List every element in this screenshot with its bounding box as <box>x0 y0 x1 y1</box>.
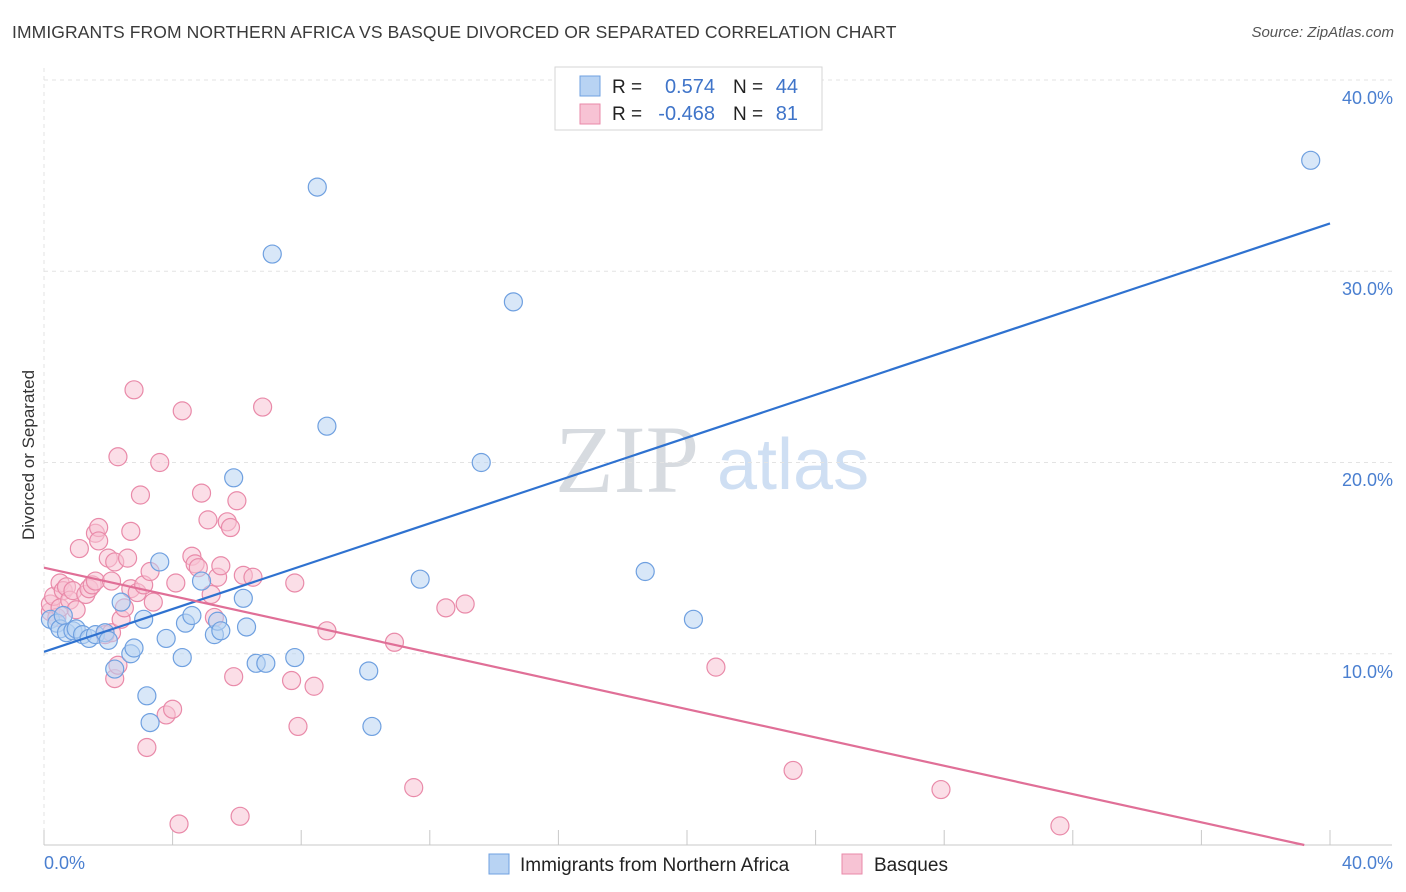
northern-africa-point <box>172 647 192 668</box>
basques-point <box>436 598 456 618</box>
northern-africa-point <box>224 468 244 488</box>
x-tick-label-0: 0.0% <box>44 853 85 873</box>
legend-r-label-blue: R = <box>612 77 642 98</box>
bottom-legend-label-pink: Basques <box>874 855 948 876</box>
legend-r-value-blue: 0.574 <box>665 76 715 98</box>
bottom-legend-swatch-blue <box>488 853 510 875</box>
y-axis-label: Divorced or Separated <box>19 370 38 540</box>
basques-point <box>130 485 151 505</box>
northern-africa-point <box>635 561 655 582</box>
northern-africa-point <box>307 177 327 197</box>
grid-lines <box>43 68 1392 845</box>
northern-africa-point <box>503 292 523 312</box>
basques-point <box>121 521 141 541</box>
bottom-legend-swatch-pink <box>841 853 863 875</box>
basques-point <box>169 814 189 834</box>
legend-n-value-blue: 44 <box>776 76 798 98</box>
northern-africa-point <box>182 605 202 626</box>
northern-africa-point <box>236 617 257 637</box>
basques-point <box>285 573 305 593</box>
watermark-zip: ZIP <box>555 406 699 513</box>
northern-africa-point <box>1301 150 1321 170</box>
bottom-legend: Immigrants from Northern Africa Basques <box>488 853 948 876</box>
y-tick-label-20: 20.0% <box>1342 470 1393 490</box>
basques-point <box>143 592 163 612</box>
basques-point <box>783 760 803 781</box>
basques-point <box>227 491 247 511</box>
basques-point <box>117 548 138 568</box>
northern-africa-point <box>53 605 73 626</box>
northern-africa-point <box>285 647 305 668</box>
basques-point <box>230 806 250 826</box>
legend-swatch-pink <box>579 103 601 125</box>
northern-africa-point <box>140 712 160 733</box>
northern-africa-point <box>137 686 157 706</box>
basques-point <box>198 510 218 530</box>
basques-point <box>224 667 244 687</box>
basques-point <box>166 573 186 593</box>
legend-n-label-pink: N = <box>733 104 763 125</box>
basques-point <box>220 517 241 538</box>
x-axis-ticks <box>43 830 1331 845</box>
basques-point <box>404 778 424 798</box>
basques-point <box>108 447 128 467</box>
basques-point <box>384 632 405 652</box>
watermark-atlas: atlas <box>717 425 869 505</box>
chart-title: IMMIGRANTS FROM NORTHERN AFRICA VS BASQU… <box>12 22 897 42</box>
basques-point <box>89 531 109 551</box>
y-tick-label-40: 40.0% <box>1342 88 1393 108</box>
legend-r-label-pink: R = <box>612 104 642 125</box>
legend-n-label-blue: N = <box>733 77 763 98</box>
northern-africa-point <box>211 621 231 641</box>
trend-lines <box>43 222 1331 847</box>
northern-africa-trend-line <box>43 222 1331 653</box>
bottom-legend-label-blue: Immigrants from Northern Africa <box>520 855 790 876</box>
northern-africa-point <box>98 630 118 650</box>
basques-point <box>455 594 475 614</box>
basques-point <box>304 676 324 696</box>
y-tick-label-10: 10.0% <box>1342 662 1393 682</box>
northern-africa-points <box>40 150 1321 737</box>
northern-africa-point <box>359 661 379 681</box>
northern-africa-point <box>262 244 282 264</box>
basques-point <box>124 380 144 400</box>
northern-africa-point <box>471 452 491 473</box>
top-legend: R = 0.574 N = 44 R = -0.468 N = 81 <box>554 66 823 131</box>
basques-point <box>931 779 951 800</box>
basques-point <box>253 397 273 417</box>
x-tick-label-40: 40.0% <box>1342 853 1393 873</box>
northern-africa-point <box>362 716 382 737</box>
northern-africa-point <box>111 592 131 612</box>
basques-point <box>288 716 308 737</box>
basques-point <box>281 670 302 691</box>
northern-africa-point <box>256 653 276 673</box>
legend-r-value-pink: -0.468 <box>658 103 715 125</box>
basques-trend-line <box>43 566 1305 847</box>
basques-point <box>211 556 231 576</box>
basques-point <box>69 538 89 559</box>
northern-africa-point <box>317 416 337 436</box>
basques-point <box>172 401 192 421</box>
northern-africa-point <box>233 588 253 608</box>
basques-point <box>137 737 157 758</box>
northern-africa-point <box>124 638 144 658</box>
basques-point <box>706 657 726 677</box>
basques-point <box>150 452 170 473</box>
northern-africa-point <box>156 628 176 649</box>
y-tick-label-30: 30.0% <box>1342 279 1393 299</box>
chart-source: Source: ZipAtlas.com <box>1251 24 1394 41</box>
northern-africa-point <box>191 571 212 591</box>
northern-africa-point <box>683 609 704 629</box>
basques-point <box>1050 816 1070 836</box>
basques-point <box>191 483 212 503</box>
northern-africa-point <box>150 552 170 572</box>
northern-africa-point <box>410 569 430 589</box>
northern-africa-point <box>105 659 125 679</box>
legend-swatch-blue <box>579 75 601 97</box>
legend-n-value-pink: 81 <box>776 103 798 125</box>
basques-point <box>163 699 183 719</box>
